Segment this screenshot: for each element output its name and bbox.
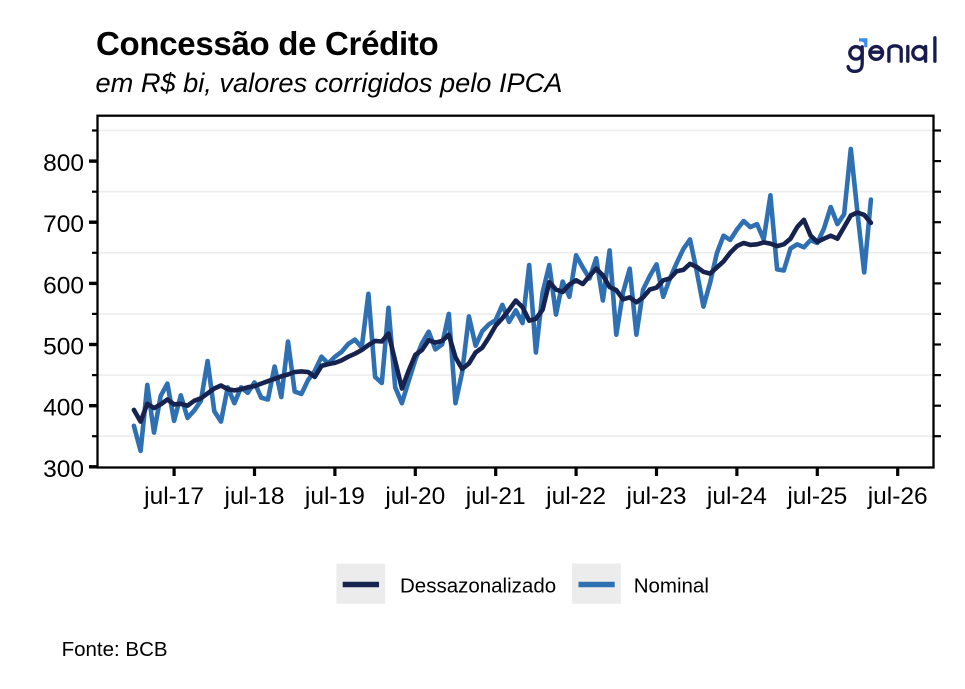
svg-text:500: 500 — [43, 334, 84, 361]
svg-text:em R$ bi, valores corrigidos p: em R$ bi, valores corrigidos pelo IPCA — [96, 67, 563, 98]
svg-text:jul-18: jul-18 — [224, 483, 285, 510]
svg-text:jul-17: jul-17 — [143, 483, 204, 510]
svg-text:jul-22: jul-22 — [545, 483, 606, 510]
svg-text:jul-20: jul-20 — [384, 483, 445, 510]
svg-text:700: 700 — [43, 211, 84, 238]
svg-text:300: 300 — [43, 456, 84, 483]
svg-text:Concessão de Crédito: Concessão de Crédito — [96, 25, 438, 62]
svg-text:jul-26: jul-26 — [867, 483, 928, 510]
svg-text:Dessazonalizado: Dessazonalizado — [400, 575, 556, 598]
svg-text:jul-19: jul-19 — [304, 483, 365, 510]
svg-text:jul-24: jul-24 — [706, 483, 767, 510]
svg-text:Nominal: Nominal — [634, 575, 709, 598]
svg-text:jul-25: jul-25 — [786, 483, 847, 510]
svg-text:Fonte: BCB: Fonte: BCB — [62, 638, 168, 661]
svg-text:jul-21: jul-21 — [465, 483, 526, 510]
svg-text:400: 400 — [43, 395, 84, 422]
svg-text:600: 600 — [43, 272, 84, 299]
svg-text:jul-23: jul-23 — [626, 483, 687, 510]
svg-text:800: 800 — [43, 150, 84, 177]
